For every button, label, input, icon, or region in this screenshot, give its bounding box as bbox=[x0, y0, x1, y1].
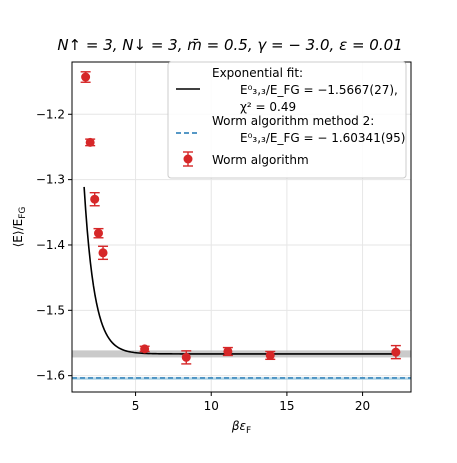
x-tick-label: 10 bbox=[204, 399, 219, 413]
legend-worm-label: Worm algorithm bbox=[212, 153, 309, 167]
x-tick-label: 5 bbox=[132, 399, 140, 413]
legend-box bbox=[167, 61, 407, 179]
data-point bbox=[85, 137, 95, 147]
y-axis-label: ⟨E⟩/EFG bbox=[11, 207, 28, 248]
y-tick-label: −1.6 bbox=[36, 369, 65, 383]
axis-ticks: 5 10 15 20 −1.2 −1.3 −1.4 −1.5 −1.6 bbox=[36, 107, 370, 413]
lines bbox=[72, 186, 411, 379]
data-point bbox=[391, 347, 401, 357]
data-point bbox=[140, 344, 150, 354]
data-point bbox=[265, 350, 275, 360]
chart-title: N↑ = 3, N↓ = 3, m̄ = 0.5, γ = − 3.0, ε =… bbox=[57, 36, 402, 54]
data-point bbox=[98, 248, 108, 258]
data-point bbox=[181, 352, 191, 362]
legend-fit-chi: χ² = 0.49 bbox=[240, 100, 296, 114]
data-points bbox=[80, 71, 401, 365]
x-axis-label: βεF bbox=[231, 419, 251, 436]
legend-fit-energy: E⁰₃,₃/E_FG = −1.5667(27), bbox=[240, 83, 398, 97]
y-tick-label: −1.4 bbox=[36, 238, 65, 252]
x-tick-label: 15 bbox=[279, 399, 294, 413]
data-point bbox=[81, 72, 91, 82]
y-tick-label: −1.2 bbox=[36, 107, 65, 121]
y-tick-label: −1.3 bbox=[36, 173, 65, 187]
data-point bbox=[93, 228, 103, 238]
legend-fit-label: Exponential fit: bbox=[212, 66, 303, 80]
legend-method2-energy: E⁰₃,₃/E_FG = − 1.60341(95) bbox=[240, 131, 405, 145]
data-point bbox=[90, 194, 100, 204]
data-point bbox=[223, 346, 233, 356]
legend-method2-label: Worm algorithm method 2: bbox=[212, 114, 374, 128]
y-tick-label: −1.5 bbox=[36, 303, 65, 317]
legend-worm-marker bbox=[183, 154, 193, 164]
x-tick-label: 20 bbox=[355, 399, 370, 413]
fit-line bbox=[83, 186, 396, 355]
legend: Exponential fit: E⁰₃,₃/E_FG = −1.5667(27… bbox=[167, 61, 407, 179]
